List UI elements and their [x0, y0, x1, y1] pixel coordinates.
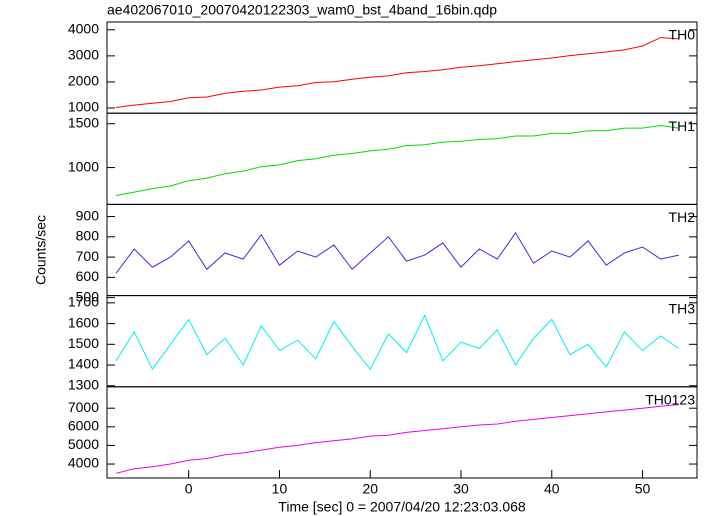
y-axis-label: Counts/sec [33, 215, 49, 285]
panel-label: TH3 [669, 300, 696, 316]
light-curve [116, 37, 679, 108]
y-tick-label: 4000 [68, 455, 99, 471]
light-curve [115, 231, 679, 274]
x-tick-label: 20 [362, 481, 378, 497]
panel-frame [106, 112, 698, 205]
y-tick-label: 1000 [68, 99, 99, 115]
y-tick-label: 1300 [68, 376, 99, 392]
x-tick-label: 40 [544, 481, 560, 497]
x-tick-label: 30 [453, 481, 469, 497]
y-tick-label: 7000 [68, 399, 99, 415]
y-tick-label: 500 [76, 288, 100, 304]
panel-label: TH1 [669, 118, 696, 134]
y-tick-label: 5000 [68, 436, 99, 452]
light-curve [115, 404, 679, 474]
y-tick-label: 1400 [68, 356, 99, 372]
y-tick-label: 2000 [68, 73, 99, 89]
light-curve [116, 124, 679, 197]
y-tick-label: 700 [76, 248, 100, 264]
y-tick-label: 6000 [68, 418, 99, 434]
panel-label: TH0123 [645, 392, 695, 408]
y-tick-label: 1600 [68, 314, 99, 330]
y-tick-label: 800 [76, 228, 100, 244]
panel-frame [106, 295, 698, 388]
y-tick-label: 1000 [68, 158, 99, 174]
y-tick-label: 1500 [68, 335, 99, 351]
y-tick-label: 3000 [68, 47, 99, 63]
x-tick-label: 50 [635, 481, 651, 497]
x-axis-label: Time [sec] 0 = 2007/04/20 12:23:03.068 [278, 499, 526, 515]
y-tick-label: 1500 [68, 114, 99, 130]
chart-title: ae402067010_20070420122303_wam0_bst_4ban… [107, 2, 497, 18]
y-tick-label: 900 [76, 207, 100, 223]
y-tick-label: 4000 [68, 21, 99, 37]
y-tick-label: 600 [76, 268, 100, 284]
panel-frame [106, 21, 698, 114]
panel-label: TH0 [669, 27, 696, 43]
panel-label: TH2 [669, 209, 696, 225]
x-tick-label: 10 [272, 481, 288, 497]
y-tick-label: 1700 [68, 294, 99, 310]
x-tick-label: 0 [185, 481, 193, 497]
panel-frame [106, 203, 698, 297]
light-curve [115, 314, 680, 371]
panel-frame [106, 386, 698, 479]
